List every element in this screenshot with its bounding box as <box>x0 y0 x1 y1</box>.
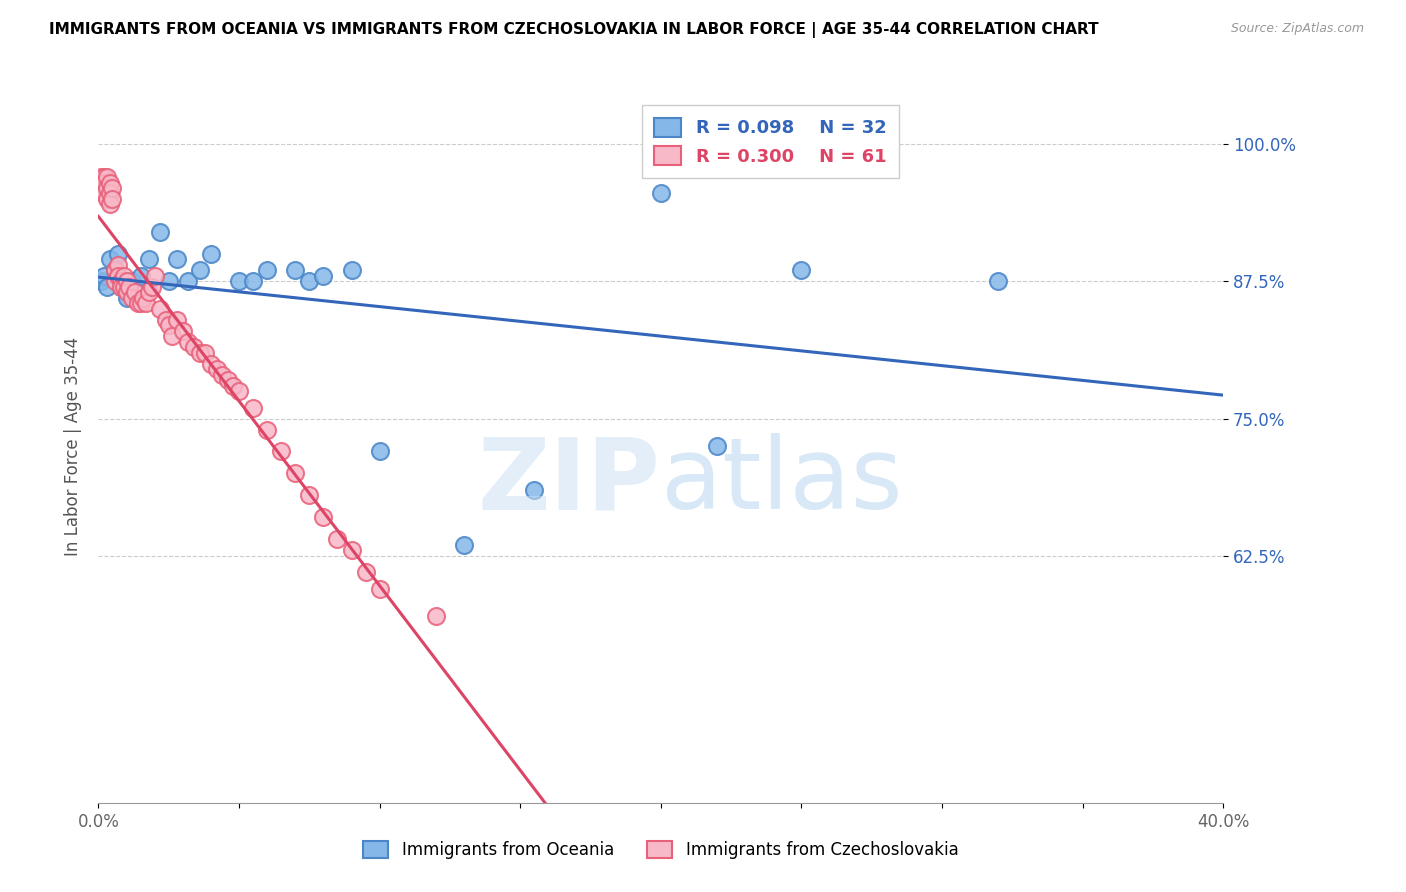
Point <box>166 312 188 326</box>
Text: atlas: atlas <box>661 434 903 530</box>
Point <box>118 280 141 294</box>
Point <box>298 274 321 288</box>
Point <box>284 467 307 481</box>
Point <box>90 176 112 190</box>
Point <box>155 312 177 326</box>
Point <box>183 340 205 354</box>
Point <box>107 268 129 283</box>
Point <box>188 263 211 277</box>
Point <box>706 439 728 453</box>
Point <box>326 533 349 547</box>
Point <box>211 368 233 382</box>
Point <box>135 296 157 310</box>
Point <box>284 263 307 277</box>
Point <box>143 268 166 283</box>
Point <box>104 263 127 277</box>
Point <box>453 538 475 552</box>
Point <box>90 169 112 184</box>
Point <box>132 291 155 305</box>
Point <box>200 247 222 261</box>
Point <box>340 263 363 277</box>
Point <box>96 181 118 195</box>
Point <box>194 345 217 359</box>
Point <box>425 609 447 624</box>
Point <box>115 274 138 288</box>
Point <box>129 296 152 310</box>
Point <box>96 169 118 184</box>
Point <box>790 263 813 277</box>
Point <box>98 197 121 211</box>
Text: IMMIGRANTS FROM OCEANIA VS IMMIGRANTS FROM CZECHOSLOVAKIA IN LABOR FORCE | AGE 3: IMMIGRANTS FROM OCEANIA VS IMMIGRANTS FR… <box>49 22 1099 38</box>
Point <box>112 268 135 283</box>
Point <box>115 291 138 305</box>
Point <box>298 488 321 502</box>
Point <box>112 274 135 288</box>
Point <box>523 483 546 497</box>
Point <box>222 378 245 392</box>
Point <box>110 280 132 294</box>
Point <box>160 329 183 343</box>
Point <box>149 301 172 316</box>
Point <box>101 181 124 195</box>
Point <box>93 176 115 190</box>
Point <box>93 186 115 201</box>
Point <box>112 280 135 294</box>
Point <box>127 296 149 310</box>
Y-axis label: In Labor Force | Age 35-44: In Labor Force | Age 35-44 <box>63 336 82 556</box>
Point <box>242 401 264 415</box>
Point <box>121 274 143 288</box>
Point <box>110 280 132 294</box>
Point <box>138 252 160 267</box>
Point <box>124 285 146 300</box>
Point <box>172 324 194 338</box>
Text: Source: ZipAtlas.com: Source: ZipAtlas.com <box>1230 22 1364 36</box>
Point <box>90 181 112 195</box>
Point <box>166 252 188 267</box>
Point <box>104 263 127 277</box>
Point <box>90 274 112 288</box>
Point <box>270 444 292 458</box>
Point <box>121 291 143 305</box>
Point <box>96 192 118 206</box>
Point <box>256 263 278 277</box>
Legend: Immigrants from Oceania, Immigrants from Czechoslovakia: Immigrants from Oceania, Immigrants from… <box>357 834 965 866</box>
Point <box>312 510 335 524</box>
Point <box>141 280 163 294</box>
Point <box>98 176 121 190</box>
Point <box>650 186 672 201</box>
Point <box>368 444 391 458</box>
Point <box>157 274 180 288</box>
Point <box>129 268 152 283</box>
Point <box>98 186 121 201</box>
Point <box>138 285 160 300</box>
Point <box>104 274 127 288</box>
Point <box>987 274 1010 288</box>
Point <box>188 345 211 359</box>
Point <box>93 169 115 184</box>
Point <box>256 423 278 437</box>
Point <box>107 247 129 261</box>
Point <box>200 357 222 371</box>
Point <box>110 274 132 288</box>
Text: ZIP: ZIP <box>478 434 661 530</box>
Point <box>93 268 115 283</box>
Point <box>149 225 172 239</box>
Point <box>107 258 129 272</box>
Point <box>98 252 121 267</box>
Point <box>177 274 200 288</box>
Point <box>177 334 200 349</box>
Point <box>205 362 228 376</box>
Point <box>354 566 377 580</box>
Point <box>312 268 335 283</box>
Point <box>242 274 264 288</box>
Point <box>340 543 363 558</box>
Point <box>115 285 138 300</box>
Point <box>368 582 391 596</box>
Point <box>228 384 250 398</box>
Point <box>228 274 250 288</box>
Point <box>101 192 124 206</box>
Point <box>217 373 239 387</box>
Point <box>96 280 118 294</box>
Point <box>157 318 180 333</box>
